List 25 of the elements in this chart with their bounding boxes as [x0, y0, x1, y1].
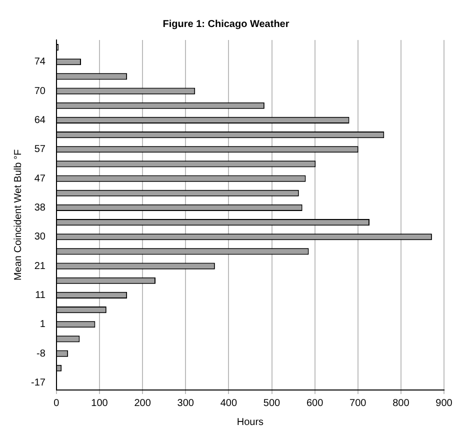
y-axis-title: Mean Coincident Wet Bulb °F [12, 149, 24, 281]
x-tick-label: 300 [177, 398, 194, 409]
y-tick-label: 64 [34, 114, 46, 126]
x-tick-label: 500 [263, 398, 281, 409]
x-tick-label: 0 [54, 398, 60, 409]
y-tick-label: 38 [34, 202, 46, 214]
chart-title: Figure 1: Chicago Weather [162, 18, 290, 30]
x-tick-label: 400 [220, 398, 238, 409]
x-tick-label: 800 [392, 398, 410, 409]
x-tick-label: 200 [134, 398, 152, 409]
x-axis-title: Hours [236, 416, 264, 428]
y-tick-label: 70 [34, 86, 46, 97]
y-tick-label: 1 [40, 319, 46, 330]
y-tick-label: -17 [31, 377, 46, 388]
x-tick-label: 700 [350, 398, 367, 409]
y-tick-label: 11 [35, 290, 46, 301]
y-tick-label: -8 [36, 348, 46, 360]
x-tick-label: 100 [91, 398, 108, 409]
y-tick-label: 21 [34, 260, 46, 272]
y-tick-label: 57 [34, 144, 46, 156]
y-tick-label: 30 [34, 232, 46, 243]
x-tick-label: 900 [436, 398, 453, 409]
y-tick-label: 47 [34, 173, 46, 184]
y-tick-label: 74 [34, 56, 46, 68]
x-tick-label: 600 [306, 398, 324, 409]
